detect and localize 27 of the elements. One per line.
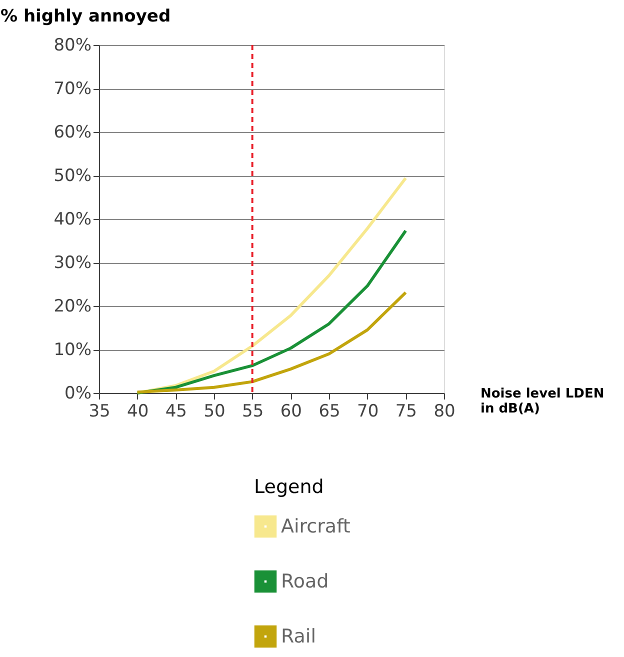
y-tick-label: 50% xyxy=(54,166,92,186)
x-tick-label: 65 xyxy=(318,402,340,422)
y-tick-label: 10% xyxy=(54,340,92,360)
legend-label: Aircraft xyxy=(281,516,350,538)
legend-title: Legend xyxy=(254,476,324,498)
y-tick-label: 80% xyxy=(54,36,92,56)
x-tick-label: 80 xyxy=(434,402,456,422)
y-tick-label: 70% xyxy=(54,79,92,99)
legend-label: Rail xyxy=(281,626,316,648)
line-series xyxy=(136,291,408,394)
y-tick-label: 60% xyxy=(54,122,92,142)
x-tick-label: 75 xyxy=(395,402,417,422)
y-axis-title: % highly annoyed xyxy=(0,6,171,26)
x-tick-label: 35 xyxy=(88,402,110,422)
x-tick-label: 40 xyxy=(127,402,149,422)
x-tick-label: 50 xyxy=(204,402,226,422)
line-series xyxy=(136,229,408,394)
y-tick-label: 30% xyxy=(54,253,92,273)
x-tick-label: 45 xyxy=(165,402,187,422)
x-tick-label: 55 xyxy=(242,402,264,422)
y-tick-label: 40% xyxy=(54,210,92,230)
x-tick-label: 60 xyxy=(280,402,302,422)
x-axis-title: Noise level LDEN in dB(A) xyxy=(480,386,604,416)
y-tick-label: 20% xyxy=(54,296,92,316)
y-tick-label: 0% xyxy=(64,384,92,404)
legend-label: Road xyxy=(281,570,329,592)
x-tick-label: 70 xyxy=(357,402,379,422)
